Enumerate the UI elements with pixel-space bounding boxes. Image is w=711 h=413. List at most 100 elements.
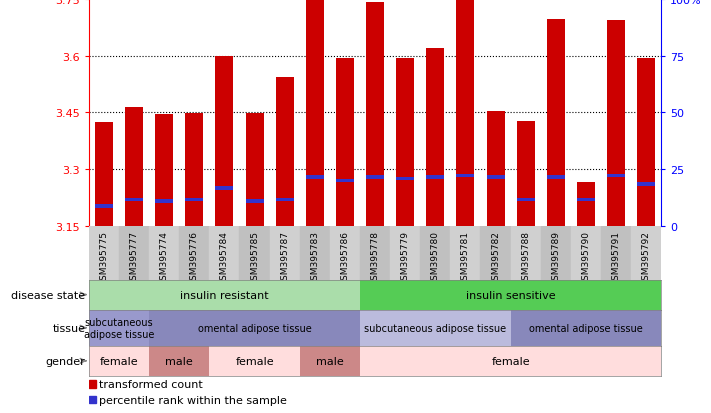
Text: GSM395784: GSM395784 (220, 230, 229, 285)
Text: subcutaneous
adipose tissue: subcutaneous adipose tissue (84, 317, 154, 339)
Text: GSM395783: GSM395783 (310, 230, 319, 285)
Bar (336, 179, 354, 183)
Text: percentile rank within the sample: percentile rank within the sample (99, 395, 287, 405)
Bar (607, 174, 625, 178)
Bar (179, 226, 209, 280)
Bar (149, 226, 179, 280)
Bar (300, 226, 330, 280)
Bar (601, 226, 631, 280)
Bar (631, 226, 661, 280)
Text: disease state: disease state (11, 290, 85, 300)
Bar (607, 21, 625, 226)
Text: GSM395790: GSM395790 (582, 230, 590, 285)
Bar (125, 198, 143, 202)
Text: female: female (100, 356, 139, 366)
Text: female: female (235, 356, 274, 366)
Text: GSM395786: GSM395786 (341, 230, 349, 285)
Bar (510, 310, 661, 346)
Bar (89, 280, 360, 310)
Text: GSM395789: GSM395789 (551, 230, 560, 285)
Bar (240, 226, 269, 280)
Text: omental adipose tissue: omental adipose tissue (198, 323, 311, 333)
Bar (119, 226, 149, 280)
Bar (300, 346, 360, 376)
Bar (245, 114, 264, 226)
Bar (276, 198, 294, 202)
Bar (481, 226, 510, 280)
Text: GSM395778: GSM395778 (370, 230, 380, 285)
Bar (547, 176, 565, 179)
Bar (95, 123, 113, 226)
Text: subcutaneous adipose tissue: subcutaneous adipose tissue (364, 323, 506, 333)
Bar (89, 226, 119, 280)
Text: GSM395777: GSM395777 (129, 230, 139, 285)
Bar (155, 115, 173, 226)
Bar (306, 176, 324, 179)
Bar (547, 19, 565, 226)
Text: insulin sensitive: insulin sensitive (466, 290, 555, 300)
Bar (366, 3, 384, 226)
Bar (571, 226, 601, 280)
Bar (390, 226, 420, 280)
Bar (577, 183, 595, 226)
Bar (186, 114, 203, 226)
Text: transformed count: transformed count (99, 379, 203, 389)
Bar (637, 183, 656, 187)
Bar (541, 226, 571, 280)
Bar (306, 1, 324, 226)
Text: GSM395780: GSM395780 (431, 230, 440, 285)
Bar (427, 176, 444, 179)
Text: tissue: tissue (53, 323, 85, 333)
Bar (456, 174, 474, 178)
Text: GSM395774: GSM395774 (160, 230, 169, 285)
Bar (456, 1, 474, 226)
Bar (89, 310, 149, 346)
Text: GSM395788: GSM395788 (521, 230, 530, 285)
Text: GSM395792: GSM395792 (641, 230, 651, 285)
Bar (360, 280, 661, 310)
Text: GSM395779: GSM395779 (401, 230, 410, 285)
Bar (336, 59, 354, 226)
Text: female: female (491, 356, 530, 366)
Bar (517, 122, 535, 226)
Text: GSM395791: GSM395791 (611, 230, 621, 285)
Bar (486, 176, 505, 179)
Bar (149, 346, 209, 376)
Bar (245, 200, 264, 204)
Bar (396, 177, 415, 181)
Bar (577, 198, 595, 202)
Bar (149, 310, 360, 346)
Bar (517, 198, 535, 202)
Bar (396, 59, 415, 226)
Bar (360, 346, 661, 376)
Bar (637, 59, 656, 226)
Bar (510, 226, 541, 280)
Text: GSM395781: GSM395781 (461, 230, 470, 285)
Text: GSM395776: GSM395776 (190, 230, 199, 285)
Bar (95, 204, 113, 208)
Bar (89, 396, 96, 404)
Text: GSM395787: GSM395787 (280, 230, 289, 285)
Bar (269, 226, 300, 280)
Text: insulin resistant: insulin resistant (180, 290, 269, 300)
Bar (427, 49, 444, 226)
Bar (215, 57, 233, 226)
Bar (486, 111, 505, 226)
Bar (89, 380, 96, 388)
Bar (125, 107, 143, 226)
Bar (450, 226, 481, 280)
Bar (330, 226, 360, 280)
Bar (366, 176, 384, 179)
Text: GSM395785: GSM395785 (250, 230, 259, 285)
Text: gender: gender (46, 356, 85, 366)
Bar (186, 198, 203, 202)
Bar (215, 187, 233, 190)
Text: GSM395782: GSM395782 (491, 230, 500, 285)
Text: male: male (316, 356, 343, 366)
Bar (89, 346, 149, 376)
Text: omental adipose tissue: omental adipose tissue (529, 323, 643, 333)
Bar (420, 226, 450, 280)
Bar (360, 310, 510, 346)
Bar (276, 77, 294, 226)
Text: male: male (166, 356, 193, 366)
